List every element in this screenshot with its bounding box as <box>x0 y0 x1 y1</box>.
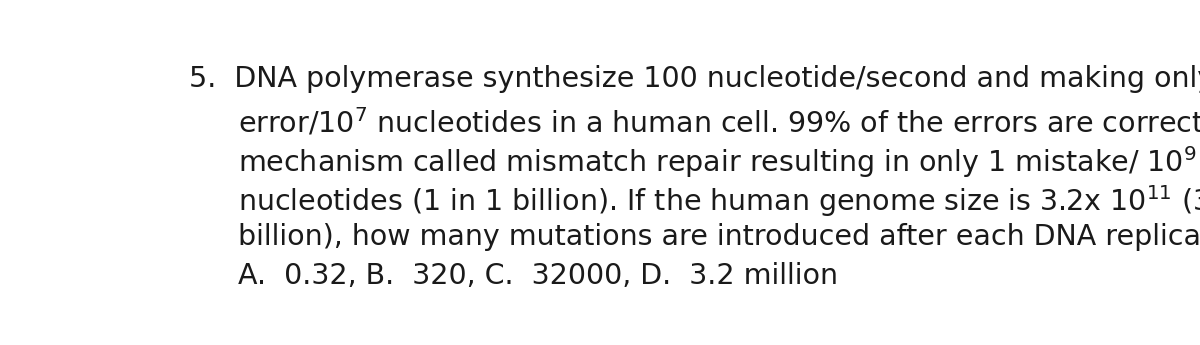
Text: billion), how many mutations are introduced after each DNA replication?: billion), how many mutations are introdu… <box>239 223 1200 250</box>
Text: mechanism called mismatch repair resulting in only 1 mistake/ 10$^{9}$: mechanism called mismatch repair resulti… <box>239 144 1198 180</box>
Text: error/10$^{7}$ nucleotides in a human cell. 99% of the errors are corrected by a: error/10$^{7}$ nucleotides in a human ce… <box>239 105 1200 140</box>
Text: A.  0.32, B.  320, C.  32000, D.  3.2 million: A. 0.32, B. 320, C. 32000, D. 3.2 millio… <box>239 262 839 290</box>
Text: nucleotides (1 in 1 billion). If the human genome size is 3.2x 10$^{11}$ (320: nucleotides (1 in 1 billion). If the hum… <box>239 183 1200 219</box>
Text: 5.  DNA polymerase synthesize 100 nucleotide/second and making only 1: 5. DNA polymerase synthesize 100 nucleot… <box>190 65 1200 93</box>
